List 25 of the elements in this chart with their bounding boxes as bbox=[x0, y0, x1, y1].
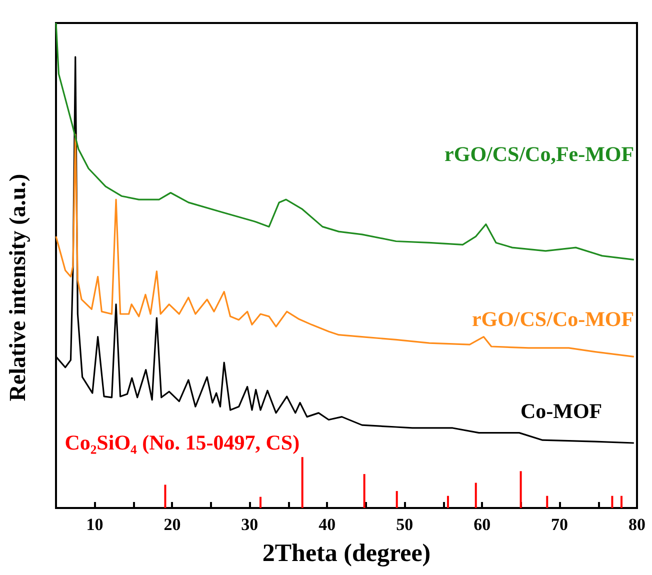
x-tick-label: 20 bbox=[164, 515, 181, 534]
bar bbox=[301, 457, 304, 508]
bar bbox=[396, 491, 398, 508]
y-axis-title: Relative intensity (a.u.) bbox=[5, 174, 30, 402]
bar bbox=[260, 496, 262, 508]
bar bbox=[546, 496, 548, 508]
bar bbox=[164, 484, 166, 508]
bar bbox=[520, 471, 522, 508]
x-tick-label: 60 bbox=[474, 515, 491, 534]
x-tick-label: 40 bbox=[318, 515, 336, 534]
series-label: Co-MOF bbox=[520, 399, 602, 423]
x-tick-label: 80 bbox=[628, 515, 646, 534]
x-tick-label: 30 bbox=[241, 515, 258, 534]
bar bbox=[611, 496, 614, 508]
x-tick-label: 10 bbox=[86, 515, 104, 534]
bar bbox=[474, 482, 477, 508]
x-tick-label: 50 bbox=[396, 515, 414, 534]
x-tick-label: 70 bbox=[551, 515, 568, 534]
series-label: rGO/CS/Co-MOF bbox=[472, 306, 634, 331]
bar bbox=[446, 496, 449, 508]
bar bbox=[363, 474, 366, 508]
bar bbox=[620, 496, 623, 508]
series-label: Co₂SiO₄ (No. 15-0497, CS) bbox=[64, 430, 300, 455]
text: rGO/CS/Co,Fe-MOF bbox=[444, 142, 634, 166]
x-axis-title: 2Theta (degree) bbox=[262, 540, 431, 567]
